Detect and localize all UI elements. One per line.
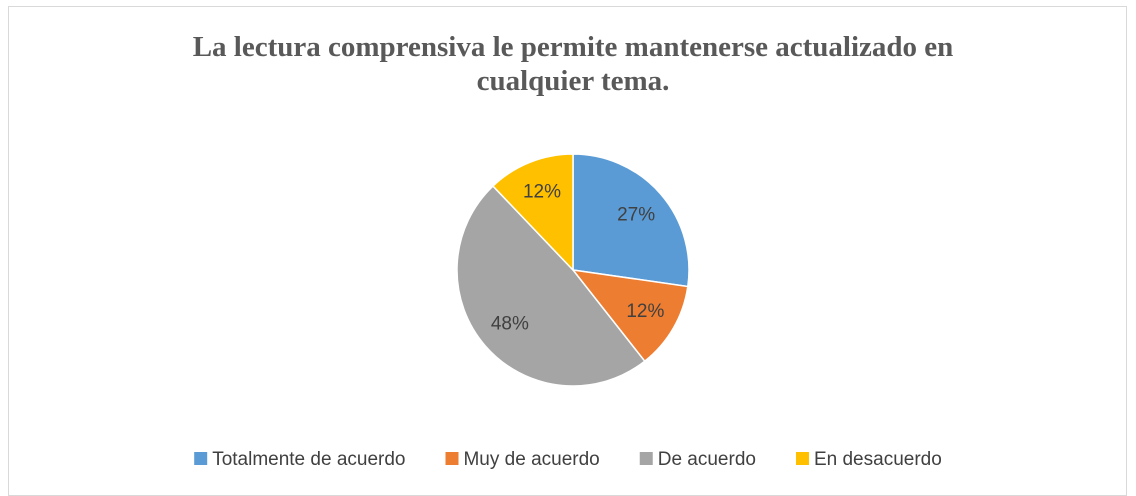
chart-title: La lectura comprensiva le permite manten… bbox=[192, 31, 954, 97]
legend-swatch bbox=[194, 452, 208, 465]
data-label: 27% bbox=[617, 204, 655, 225]
legend-label: Totalmente de acuerdo bbox=[212, 449, 405, 470]
pie-slice bbox=[572, 153, 690, 288]
data-label: 48% bbox=[491, 314, 529, 335]
pie-slice bbox=[456, 184, 646, 387]
legend-swatch bbox=[795, 452, 809, 465]
data-label: 12% bbox=[523, 181, 561, 202]
legend-swatch bbox=[639, 452, 653, 465]
pie-slice bbox=[491, 153, 574, 272]
legend-label: En desacuerdo bbox=[814, 449, 942, 470]
pie-slice bbox=[571, 268, 689, 363]
legend-swatch bbox=[445, 452, 459, 465]
legend-label: De acuerdo bbox=[658, 449, 756, 470]
data-label: 12% bbox=[626, 301, 664, 322]
legend-label: Muy de acuerdo bbox=[463, 449, 599, 470]
